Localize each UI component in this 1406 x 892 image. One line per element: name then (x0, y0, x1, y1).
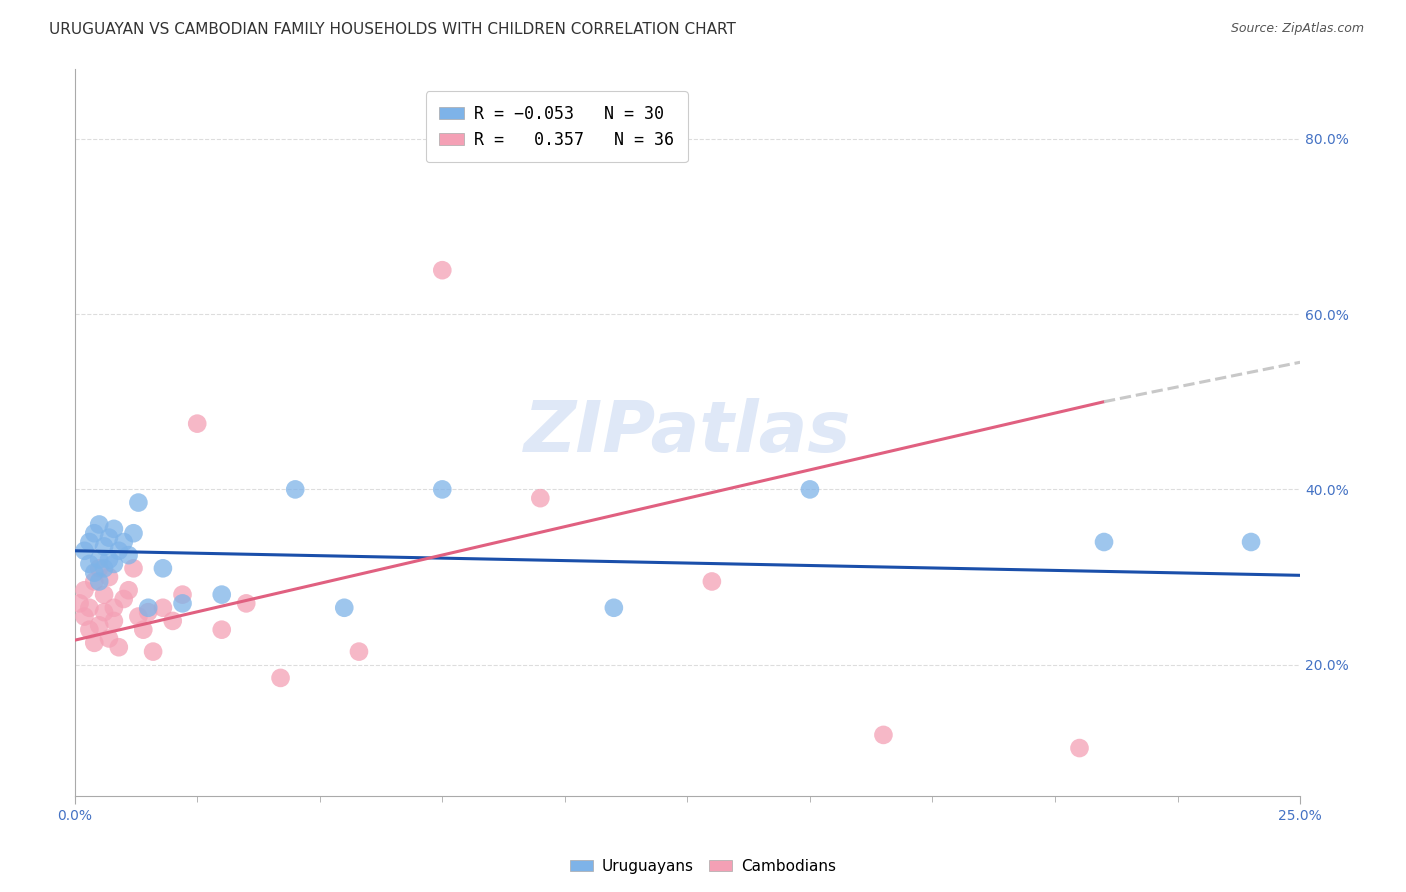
Point (83, 566, 105, 580)
Point (103, 522, 125, 536)
Point (98, 531, 121, 545)
Point (1240, 535, 1263, 549)
Point (117, 548, 139, 562)
Point (89, 517, 111, 532)
Text: Source: ZipAtlas.com: Source: ZipAtlas.com (1230, 22, 1364, 36)
Point (112, 592, 135, 607)
Point (132, 623, 155, 637)
Point (103, 614, 125, 628)
Point (98, 552, 121, 566)
Point (172, 588, 194, 602)
Point (112, 535, 135, 549)
Point (333, 600, 356, 615)
Point (1092, 535, 1115, 549)
Point (122, 561, 145, 575)
Point (79, 557, 101, 571)
Point (73, 583, 96, 598)
Point (79, 600, 101, 615)
Point (432, 263, 454, 277)
Point (83, 526, 105, 541)
Point (603, 600, 626, 615)
Point (79, 535, 101, 549)
Text: URUGUAYAN VS CAMBODIAN FAMILY HOUSEHOLDS WITH CHILDREN CORRELATION CHART: URUGUAYAN VS CAMBODIAN FAMILY HOUSEHOLDS… (49, 22, 737, 37)
Legend: Uruguayans, Cambodians: Uruguayans, Cambodians (564, 853, 842, 880)
Point (107, 640, 129, 655)
Point (98, 632, 121, 646)
Point (347, 645, 370, 659)
Point (872, 728, 894, 742)
Point (83, 636, 105, 650)
Point (284, 483, 307, 497)
Point (103, 600, 125, 615)
Point (432, 483, 454, 497)
Point (107, 543, 129, 558)
Point (186, 417, 208, 431)
Point (73, 609, 96, 624)
Point (700, 574, 723, 589)
Point (98, 570, 121, 584)
Point (93, 605, 115, 619)
Point (89, 574, 111, 589)
Point (136, 600, 159, 615)
Point (162, 614, 184, 628)
Point (127, 495, 149, 509)
Point (122, 526, 145, 541)
Point (1069, 741, 1091, 756)
Legend: R = −0.053   N = 30, R =   0.357   N = 36: R = −0.053 N = 30, R = 0.357 N = 36 (426, 91, 688, 162)
Point (211, 588, 233, 602)
Point (93, 588, 115, 602)
Point (89, 561, 111, 575)
Point (172, 596, 194, 610)
Point (73, 543, 96, 558)
Point (799, 483, 821, 497)
Text: ZIPatlas: ZIPatlas (523, 398, 851, 467)
Point (235, 596, 257, 610)
Point (89, 552, 111, 566)
Point (152, 561, 174, 575)
Point (127, 609, 149, 624)
Point (270, 671, 292, 685)
Point (142, 645, 165, 659)
Point (89, 618, 111, 632)
Point (152, 600, 174, 615)
Point (103, 557, 125, 571)
Point (211, 623, 233, 637)
Point (136, 605, 159, 619)
Point (83, 574, 105, 589)
Point (529, 491, 551, 505)
Point (93, 561, 115, 575)
Point (93, 540, 115, 554)
Point (117, 583, 139, 598)
Point (69, 596, 91, 610)
Point (79, 623, 101, 637)
